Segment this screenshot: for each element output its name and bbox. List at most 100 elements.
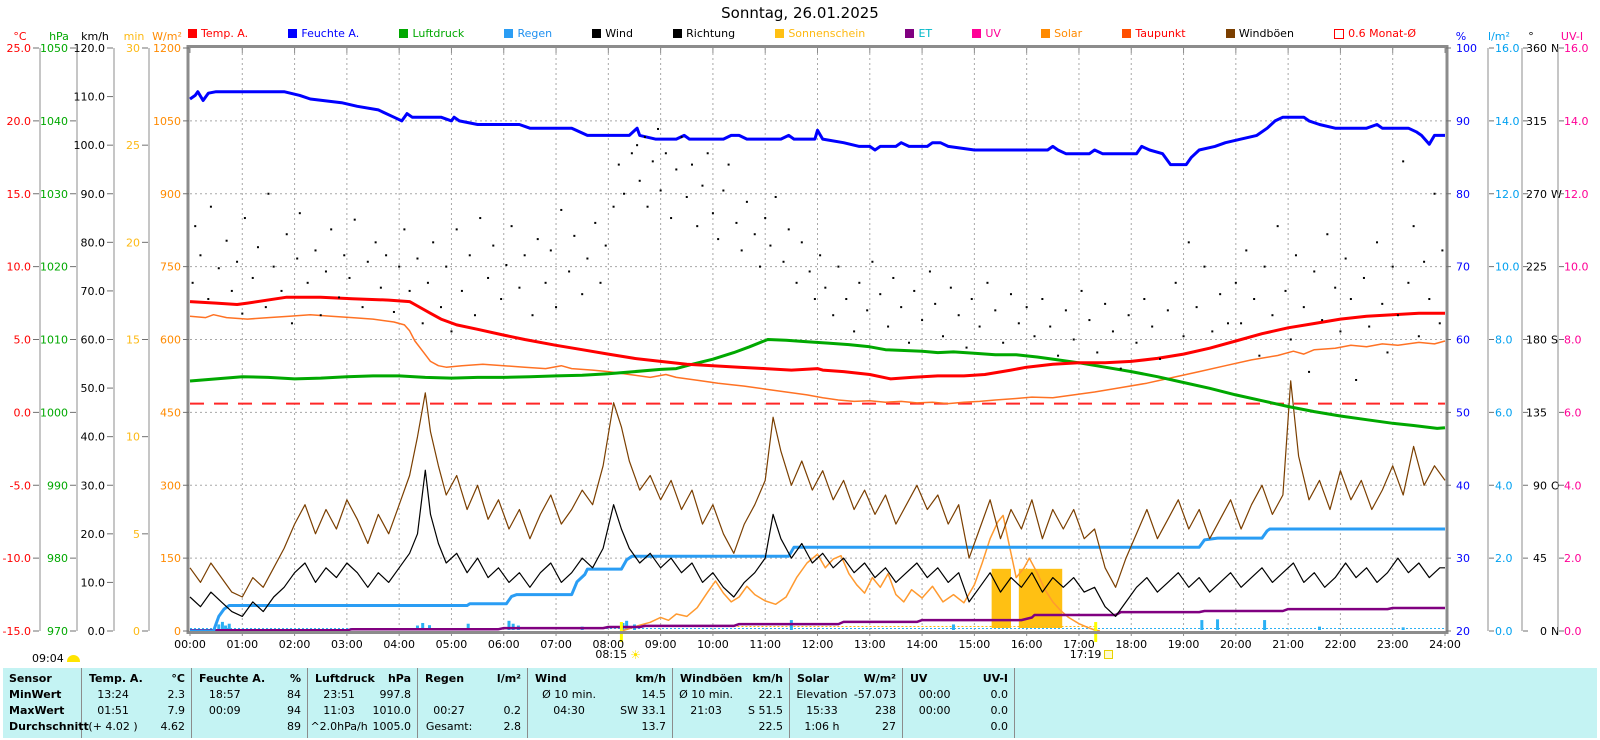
sensor-name: Regen xyxy=(425,672,465,685)
legend-item-feuchte-a-: Feuchte A. xyxy=(288,27,359,40)
legend-item-temp-a-: Temp. A. xyxy=(188,27,248,40)
sensor-name: UV xyxy=(910,672,928,685)
x-tick-label: 02:00 xyxy=(279,638,311,651)
stat-time xyxy=(673,719,739,735)
legend-item-luftdruck: Luftdruck xyxy=(399,27,464,40)
axis-tick-label: 16.0 xyxy=(1495,42,1520,55)
stat-value: 2.8 xyxy=(503,720,521,733)
axis-tick-letter: N xyxy=(1551,42,1559,55)
x-tick-label: 07:00 xyxy=(540,638,572,651)
axis-tick-label: 10 xyxy=(126,431,140,444)
stat-value: SW 33.1 xyxy=(620,704,666,717)
et-series xyxy=(190,606,1445,632)
axis-unit-label: ° xyxy=(1528,30,1534,43)
axis-tick-label: 990 xyxy=(47,479,68,492)
stat-time: 23:51 xyxy=(323,688,355,701)
x-tick-label: 19:00 xyxy=(1168,638,1200,651)
stat-time: 11:03 xyxy=(323,704,355,717)
legend-swatch-icon xyxy=(399,29,409,38)
legend-item-richtung: Richtung xyxy=(673,27,735,40)
axis-tick-label: 20.0 xyxy=(7,115,32,128)
axis-tick-label: 315 xyxy=(1526,115,1547,128)
stat-value: 0.0 xyxy=(990,720,1008,733)
moon-icon xyxy=(66,655,80,662)
axis-tick-label: 600 xyxy=(160,334,181,347)
axis-tick-label: 4.0 xyxy=(1495,479,1513,492)
x-tick-label: 00:00 xyxy=(174,638,206,651)
axis-tick-label: 1000 xyxy=(40,406,68,419)
sensor-unit: UV-I xyxy=(982,672,1008,685)
axis-tick-label: 300 xyxy=(160,479,181,492)
axis-tick-label: 10.0 xyxy=(1495,261,1520,274)
axis-tick-label: 90 xyxy=(1456,115,1470,128)
legend-label: Solar xyxy=(1054,27,1083,40)
x-tick-label: 06:00 xyxy=(488,638,520,651)
axis-tick-label: 180 xyxy=(1526,334,1547,347)
stat-value: 89 xyxy=(286,720,301,733)
stat-value: 0.0 xyxy=(990,688,1008,701)
axis-tick-label: 80.0 xyxy=(81,236,106,249)
legend-swatch-icon xyxy=(504,29,514,38)
axis-tick-label: 80 xyxy=(1456,188,1470,201)
axis-unit-label: hPa xyxy=(49,30,69,43)
wind-series xyxy=(189,469,1445,617)
x-tick-label: 03:00 xyxy=(331,638,363,651)
humidity-series xyxy=(189,90,1445,167)
sunset-icon xyxy=(1104,650,1114,659)
x-tick-label: 24:00 xyxy=(1429,638,1461,651)
dewpoint-series xyxy=(189,313,1446,405)
stat-time: (+ 4.02 ) xyxy=(88,720,138,733)
axis-tick-letter: W xyxy=(1551,188,1562,201)
x-tick-label: 14:00 xyxy=(906,638,938,651)
gusts-series xyxy=(189,380,1446,598)
axis-C: °C25.0 20.0 15.0 10.0 5.0 0.0 -5.0 -10.0 -15.0 xyxy=(3,30,41,638)
table-column-windb-en: Windböen km/h Ø 10 min. 22.1 21:03 S 51.5 22.5 xyxy=(673,668,790,738)
stat-value: 14.5 xyxy=(641,688,666,701)
legend-label: Richtung xyxy=(686,27,736,40)
sun-icon: ☀ xyxy=(630,647,641,662)
rain_sum-series xyxy=(190,527,1445,633)
axis-tick-label: 1200 xyxy=(153,42,181,55)
axis-tick-label: 225 xyxy=(1526,261,1547,274)
axis-tick-label: 0.0 xyxy=(88,625,106,638)
axis-tick-label: 150 xyxy=(160,552,181,565)
stat-value: 238 xyxy=(874,704,896,717)
x-tick-label: 23:00 xyxy=(1377,638,1409,651)
row-label: MinWert xyxy=(9,688,62,701)
axis-unit-label: W/m² xyxy=(152,30,182,43)
x-tick-label: 16:00 xyxy=(1011,638,1043,651)
legend-swatch-icon xyxy=(188,29,197,38)
axis-tick-label: 14.0 xyxy=(1495,115,1520,128)
legend-item-sonnenschein: Sonnenschein xyxy=(775,27,865,40)
axis-tick-label: 50 xyxy=(1456,406,1470,419)
stat-value xyxy=(480,687,527,703)
stat-value: 2.3 xyxy=(167,688,185,701)
axis-tick-letter: O xyxy=(1551,479,1560,492)
legend-swatch-icon xyxy=(592,29,602,38)
hour-ticks xyxy=(189,48,1446,636)
stat-time: Elevation xyxy=(796,688,848,701)
stat-value: 1005.0 xyxy=(372,720,411,733)
axis-UVI: UV-I16.0 14.0 12.0 10.0 8.0 6.0 4.0 2.0 0.0 xyxy=(1557,30,1589,638)
x-tick-label: 01:00 xyxy=(226,638,258,651)
axis-tick-label: 20 xyxy=(126,236,140,249)
table-column-uv: UV UV-I 00:00 0.0 00:00 0.0 0.0 xyxy=(903,668,1015,738)
axis-tick-label: 0 xyxy=(1540,625,1547,638)
row-label: Sensor xyxy=(9,672,52,685)
sunrise-time: 08:15 xyxy=(595,648,628,661)
gridlines xyxy=(190,48,1445,631)
axis-tick-label: 50.0 xyxy=(81,382,106,395)
sensor-name: Luftdruck xyxy=(315,672,375,685)
axis-unit-label: % xyxy=(1456,30,1466,43)
stat-value: 94 xyxy=(286,704,301,717)
axis-tick-label: 980 xyxy=(47,552,68,565)
legend-item-uv: UV xyxy=(972,27,1001,40)
stat-time xyxy=(192,719,258,735)
sensor-unit: °C xyxy=(171,672,185,685)
sensor-unit: km/h xyxy=(635,672,666,685)
axis-tick-label: 90 xyxy=(1533,479,1547,492)
legend-item-solar: Solar xyxy=(1041,27,1082,40)
axis-tick-label: 15.0 xyxy=(7,188,32,201)
